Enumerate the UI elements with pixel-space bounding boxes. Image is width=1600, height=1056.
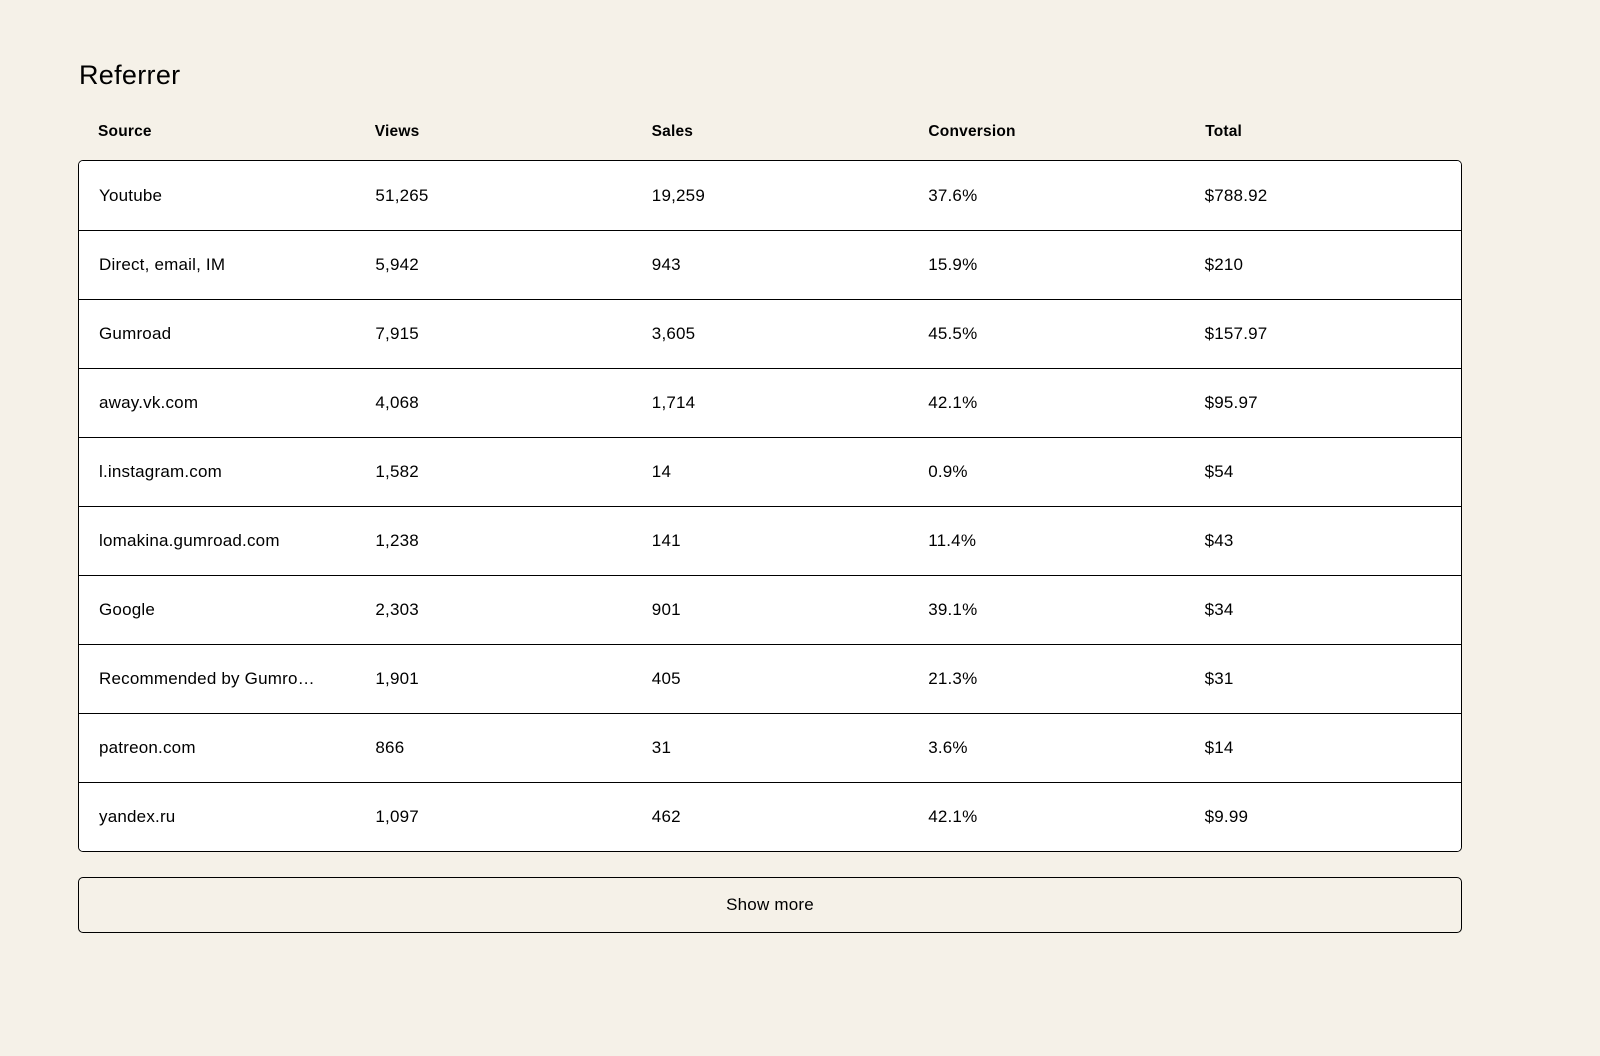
cell-total: $157.97 bbox=[1204, 324, 1268, 343]
cell-source: Gumroad bbox=[99, 324, 172, 343]
cell-views: 2,303 bbox=[375, 600, 419, 619]
cell-source: l.instagram.com bbox=[99, 462, 222, 481]
cell-source: lomakina.gumroad.com bbox=[99, 531, 280, 550]
cell-total: $34 bbox=[1204, 600, 1234, 619]
cell-conversion: 42.1% bbox=[928, 807, 978, 826]
cell-total: $14 bbox=[1204, 738, 1234, 757]
referrer-section: Referrer Source Views Sales Conversion T… bbox=[78, 0, 1462, 933]
column-header-source: Source bbox=[98, 123, 152, 140]
column-header-views: Views bbox=[374, 123, 420, 140]
table-row: Google 2,303 901 39.1% $34 bbox=[79, 575, 1461, 644]
cell-conversion: 37.6% bbox=[928, 185, 978, 205]
cell-sales: 3,605 bbox=[651, 324, 696, 343]
table-row: Youtube 51,265 19,259 37.6% $788.92 bbox=[79, 161, 1461, 230]
cell-conversion: 0.9% bbox=[928, 462, 968, 481]
cell-views: 866 bbox=[375, 738, 405, 757]
column-header-sales: Sales bbox=[651, 123, 694, 140]
cell-source: Direct, email, IM bbox=[99, 255, 226, 274]
cell-total: $31 bbox=[1204, 669, 1234, 688]
cell-source: Youtube bbox=[99, 185, 163, 205]
table-row: Recommended by Gumro… 1,901 405 21.3% $3… bbox=[79, 644, 1461, 713]
table-row: yandex.ru 1,097 462 42.1% $9.99 bbox=[79, 782, 1461, 851]
column-header-total: Total bbox=[1205, 123, 1243, 140]
cell-total: $95.97 bbox=[1204, 393, 1258, 412]
cell-sales: 1,714 bbox=[651, 393, 696, 412]
table-row: patreon.com 866 31 3.6% $14 bbox=[79, 713, 1461, 782]
cell-total: $43 bbox=[1204, 531, 1234, 550]
cell-source: Recommended by Gumro… bbox=[99, 669, 315, 688]
table-row: lomakina.gumroad.com 1,238 141 11.4% $43 bbox=[79, 506, 1461, 575]
table-row: l.instagram.com 1,582 14 0.9% $54 bbox=[79, 437, 1461, 506]
cell-sales: 462 bbox=[651, 807, 681, 826]
cell-sales: 31 bbox=[651, 738, 672, 757]
cell-source: patreon.com bbox=[99, 738, 196, 757]
show-more-button[interactable]: Show more bbox=[78, 877, 1462, 933]
column-header-conversion: Conversion bbox=[928, 123, 1016, 140]
cell-views: 1,238 bbox=[375, 531, 419, 550]
table-row: Direct, email, IM 5,942 943 15.9% $210 bbox=[79, 230, 1461, 299]
referrer-table: Youtube 51,265 19,259 37.6% $788.92 Dire… bbox=[78, 160, 1462, 852]
cell-conversion: 39.1% bbox=[928, 600, 978, 619]
cell-source: Google bbox=[99, 600, 156, 619]
cell-total: $788.92 bbox=[1204, 185, 1268, 205]
cell-total: $210 bbox=[1204, 255, 1244, 274]
cell-sales: 943 bbox=[651, 255, 681, 274]
cell-conversion: 3.6% bbox=[928, 738, 968, 757]
cell-sales: 14 bbox=[651, 462, 672, 481]
cell-sales: 141 bbox=[651, 531, 681, 550]
cell-views: 7,915 bbox=[375, 324, 419, 343]
cell-sales: 405 bbox=[651, 669, 681, 688]
table-header: Source Views Sales Conversion Total bbox=[78, 123, 1462, 141]
cell-views: 1,097 bbox=[375, 807, 419, 826]
cell-total: $9.99 bbox=[1204, 807, 1249, 826]
cell-views: 51,265 bbox=[375, 185, 429, 205]
table-row: away.vk.com 4,068 1,714 42.1% $95.97 bbox=[79, 368, 1461, 437]
cell-conversion: 42.1% bbox=[928, 393, 978, 412]
cell-total: $54 bbox=[1204, 462, 1234, 481]
cell-sales: 901 bbox=[651, 600, 681, 619]
table-row: Gumroad 7,915 3,605 45.5% $157.97 bbox=[79, 299, 1461, 368]
cell-views: 1,582 bbox=[375, 462, 419, 481]
cell-sales: 19,259 bbox=[651, 185, 705, 205]
cell-conversion: 15.9% bbox=[928, 255, 978, 274]
cell-views: 5,942 bbox=[375, 255, 419, 274]
cell-views: 4,068 bbox=[375, 393, 419, 412]
cell-source: yandex.ru bbox=[99, 807, 176, 826]
cell-views: 1,901 bbox=[375, 669, 419, 688]
cell-conversion: 21.3% bbox=[928, 669, 978, 688]
cell-source: away.vk.com bbox=[99, 393, 199, 412]
page-title: Referrer bbox=[79, 60, 181, 90]
cell-conversion: 45.5% bbox=[928, 324, 978, 343]
cell-conversion: 11.4% bbox=[928, 531, 977, 550]
